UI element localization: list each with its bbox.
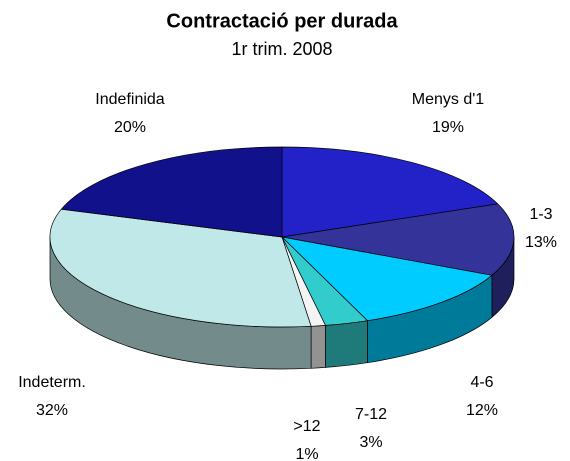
value-label: 19% <box>432 119 464 136</box>
value-label: 20% <box>114 119 146 136</box>
labels: Menys d'1 19% 1-3 13% 4-6 12% 7-12 3% >12 1% Indet… <box>18 91 557 461</box>
slice-side <box>310 325 326 369</box>
value-label: 12% <box>466 402 498 419</box>
category-label: Indefinida <box>95 91 164 108</box>
pie-walls <box>49 236 515 370</box>
category-label: Indeterm. <box>18 374 86 391</box>
category-label: 1-3 <box>529 206 552 223</box>
category-label: >12 <box>293 418 320 435</box>
value-label: 1% <box>295 446 318 461</box>
pie-tops <box>49 146 515 328</box>
slice-side <box>325 320 368 368</box>
category-label: 4-6 <box>470 374 493 391</box>
slice <box>281 146 499 238</box>
value-label: 32% <box>36 402 68 419</box>
value-label: 3% <box>359 434 382 451</box>
category-label: 7-12 <box>355 406 387 423</box>
slice <box>49 208 312 328</box>
slice <box>60 146 283 238</box>
chart-subtitle: 1r trim. 2008 <box>231 39 332 59</box>
slice <box>281 203 515 276</box>
chart-title: Contractació per durada <box>166 10 398 32</box>
value-label: 13% <box>525 234 557 251</box>
category-label: Menys d'1 <box>412 91 485 108</box>
slice <box>280 236 493 322</box>
